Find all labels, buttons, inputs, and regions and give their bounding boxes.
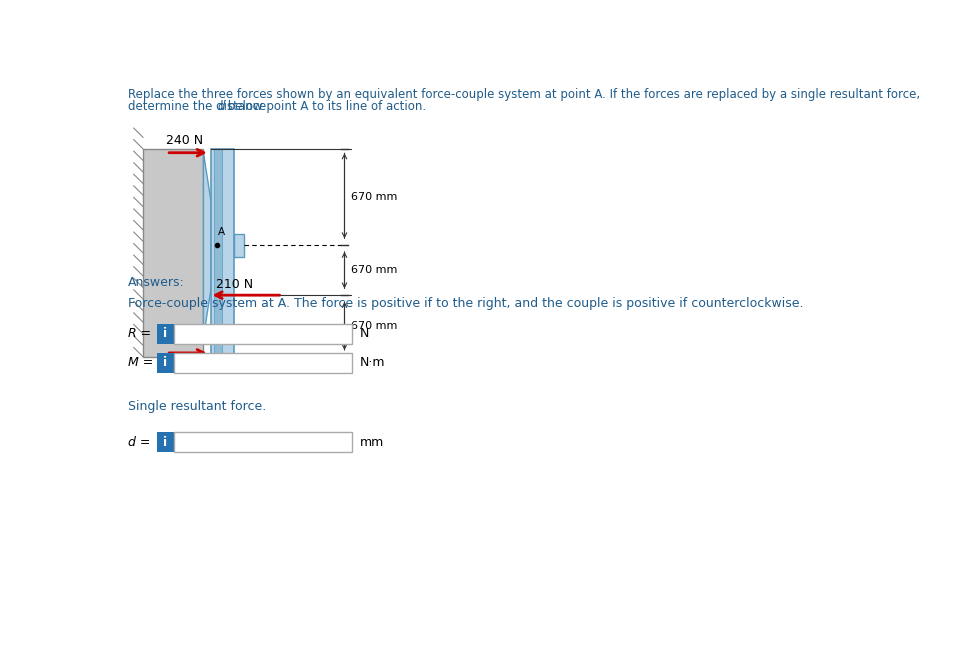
Text: Replace the three forces shown by an equivalent force-couple system at point A. : Replace the three forces shown by an equ…	[127, 88, 920, 101]
Bar	[157, 324, 174, 343]
Text: 670 mm: 670 mm	[351, 192, 397, 202]
Text: Answers:: Answers:	[127, 276, 184, 289]
Text: d: d	[217, 100, 225, 113]
Text: d =: d =	[127, 436, 149, 449]
Bar	[157, 432, 174, 452]
Text: i: i	[164, 327, 168, 340]
Bar	[174, 353, 353, 373]
Text: i: i	[164, 436, 168, 449]
Text: 240 N: 240 N	[167, 133, 203, 147]
Text: 670 mm: 670 mm	[351, 265, 397, 275]
Text: determine the distance: determine the distance	[127, 100, 269, 113]
Bar	[174, 432, 353, 452]
Bar	[235, 233, 243, 257]
Text: R =: R =	[127, 327, 150, 340]
Bar	[143, 149, 203, 357]
Text: Force-couple system at A. The force is positive if to the right, and the couple : Force-couple system at A. The force is p…	[127, 298, 803, 310]
Text: below point A to its line of action.: below point A to its line of action.	[223, 100, 425, 113]
Text: Single resultant force.: Single resultant force.	[127, 400, 265, 413]
Text: 315 N: 315 N	[162, 357, 199, 370]
Text: 670 mm: 670 mm	[351, 321, 397, 331]
Bar	[157, 353, 174, 373]
Text: A: A	[218, 227, 225, 237]
Text: M =: M =	[127, 357, 152, 369]
Text: i: i	[164, 357, 168, 369]
Bar	[215, 149, 222, 357]
Bar	[174, 324, 353, 343]
Bar	[211, 149, 235, 357]
Text: 210 N: 210 N	[216, 278, 253, 290]
Polygon shape	[203, 152, 211, 337]
Text: N·m: N·m	[360, 357, 385, 369]
Text: N: N	[360, 327, 370, 340]
Text: mm: mm	[360, 436, 384, 449]
